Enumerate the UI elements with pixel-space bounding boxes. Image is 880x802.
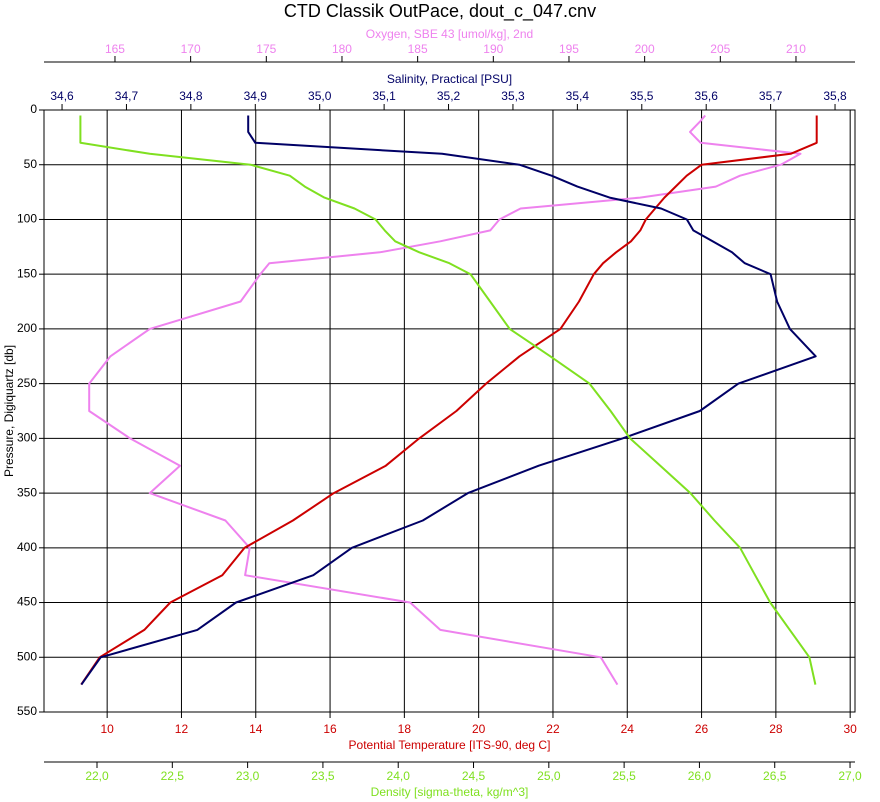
x-tick-label: 26,0: [688, 769, 712, 783]
x-tick-label: 35,0: [308, 89, 332, 103]
x-tick-label: 34,6: [50, 89, 74, 103]
x-tick-label: 25,0: [537, 769, 561, 783]
x-tick-label: 23,0: [236, 769, 260, 783]
data-line: [80, 115, 817, 686]
x-tick-label: 35,1: [372, 89, 396, 103]
x-tick-label: 24,0: [387, 769, 411, 783]
x-tick-label: 16: [323, 722, 337, 736]
x-tick-label: 210: [786, 42, 806, 56]
x-tick-label: 170: [181, 42, 201, 56]
y-tick-label: 200: [17, 321, 37, 335]
y-tick-label: 0: [30, 102, 37, 116]
x-tick-label: 35,7: [759, 89, 783, 103]
x-tick-label: 34,9: [244, 89, 268, 103]
data-line: [79, 115, 817, 685]
x-tick-label: 18: [398, 722, 412, 736]
x-tick-label: 35,5: [630, 89, 654, 103]
y-axis-label: Pressure, Digiquartz [db]: [2, 345, 16, 477]
x-tick-label: 25,5: [612, 769, 636, 783]
x-tick-label: 35,2: [437, 89, 461, 103]
y-tick-label: 500: [17, 649, 37, 663]
x-tick-label: 35,4: [566, 89, 590, 103]
chart-title: CTD Classik OutPace, dout_c_047.cnv: [284, 1, 596, 22]
data-line: [80, 115, 818, 686]
x-tick-label: 34,8: [179, 89, 203, 103]
x-tick-label: 200: [635, 42, 655, 56]
y-tick-label: 350: [17, 485, 37, 499]
y-tick-label: 150: [17, 266, 37, 280]
x-tick-label: 35,8: [823, 89, 847, 103]
x-tick-label: 14: [249, 722, 263, 736]
x-tick-label: 27,0: [838, 769, 862, 783]
x-tick-label: 30: [843, 722, 857, 736]
x-tick-label: 180: [332, 42, 352, 56]
x-tick-label: 205: [710, 42, 730, 56]
x-tick-label: 165: [105, 42, 125, 56]
x-tick-label: 190: [483, 42, 503, 56]
y-tick-label: 550: [17, 704, 37, 718]
x-tick-label: 22: [546, 722, 560, 736]
x-axis-label: Potential Temperature [ITS-90, deg C]: [349, 738, 551, 752]
x-tick-label: 35,6: [695, 89, 719, 103]
x-tick-label: 28: [769, 722, 783, 736]
x-tick-label: 10: [100, 722, 114, 736]
data-line: [88, 114, 802, 686]
x-tick-label: 175: [256, 42, 276, 56]
x-tick-label: 22,5: [161, 769, 185, 783]
x-tick-label: 34,7: [115, 89, 139, 103]
x-tick-label: 12: [175, 722, 189, 736]
x-tick-label: 26: [695, 722, 709, 736]
x-tick-label: 195: [559, 42, 579, 56]
x-tick-label: 185: [408, 42, 428, 56]
x-tick-label: 22,0: [85, 769, 109, 783]
y-tick-label: 400: [17, 540, 37, 554]
y-tick-label: 300: [17, 431, 37, 445]
x-tick-label: 26,5: [763, 769, 787, 783]
x-tick-label: 35,3: [501, 89, 525, 103]
y-tick-label: 50: [24, 157, 38, 171]
x-axis-label: Salinity, Practical [PSU]: [387, 72, 512, 86]
y-tick-label: 450: [17, 595, 37, 609]
x-tick-label: 20: [472, 722, 486, 736]
x-axis-label: Oxygen, SBE 43 [umol/kg], 2nd: [366, 27, 533, 41]
x-tick-label: 23,5: [311, 769, 335, 783]
plot-frame: [43, 109, 856, 713]
y-tick-label: 250: [17, 376, 37, 390]
x-tick-label: 24: [621, 722, 635, 736]
x-axis-label: Density [sigma-theta, kg/m^3]: [371, 785, 529, 799]
y-tick-label: 100: [17, 212, 37, 226]
x-tick-label: 24,5: [462, 769, 486, 783]
